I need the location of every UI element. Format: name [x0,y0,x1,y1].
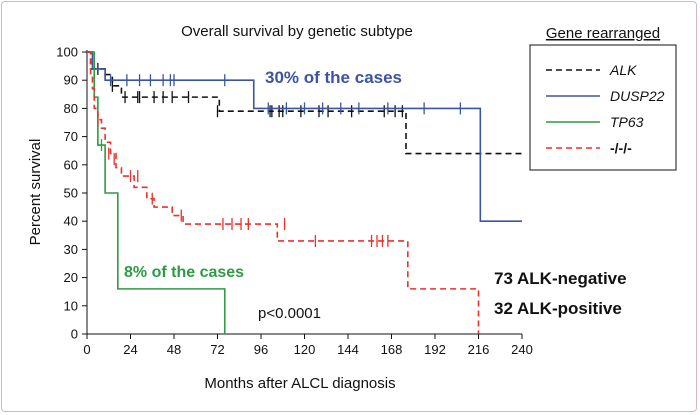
legend: Gene rearranged ALK DUSP22 TP63 -/-/- [529,25,677,171]
y-tick-label: 50 [64,186,78,201]
x-tick-label: 24 [123,342,137,357]
y-tick-label: 60 [64,157,78,172]
legend-title: Gene rearranged [546,25,660,42]
legend-label: -/-/- [610,140,632,156]
x-tick-label: 168 [381,342,403,357]
survival-curve [87,51,226,334]
x-axis-title: Months after ALCL diagnosis [204,375,395,392]
x-tick-label: 48 [167,342,181,357]
y-tick-label: 100 [56,45,78,60]
legend-box [529,44,677,171]
dusp22-share-annotation: 30% of the cases [265,68,402,87]
x-tick-label: 96 [254,342,268,357]
x-tick-label: 0 [83,342,90,357]
series-tp63 [87,51,226,334]
x-tick-label: 72 [210,342,224,357]
y-tick-label: 10 [64,298,78,313]
x-tick-label: 216 [468,342,490,357]
p-value-annotation: p<0.0001 [258,305,321,322]
legend-items: ALK DUSP22 TP63 -/-/- [546,62,665,156]
tp63-share-annotation: 8% of the cases [124,264,244,281]
y-tick-label: 30 [64,242,78,257]
legend-label: TP63 [610,114,644,130]
alk-positive-annotation: 32 ALK-positive [494,299,622,318]
y-tick-label: 0 [71,327,78,342]
x-tick-label: 144 [337,342,359,357]
legend-label: ALK [609,62,637,78]
survival-curve [87,51,522,222]
x-tick-label: 120 [294,342,316,357]
y-tick-label: 40 [64,214,78,229]
y-tick-label: 20 [64,270,78,285]
chart-title: Overall survival by genetic subtype [181,23,413,40]
y-tick-label: 70 [64,129,78,144]
x-tick-label: 192 [424,342,446,357]
series-none [87,51,480,334]
y-tick-label: 80 [64,101,78,116]
x-tick-label: 240 [511,342,533,357]
y-tick-label: 90 [64,73,78,88]
legend-label: DUSP22 [610,88,665,104]
series-dusp22 [87,51,522,222]
survival-curve [87,51,480,334]
y-axis-title: Percent survival [27,139,44,246]
alk-negative-annotation: 73 ALK-negative [494,269,627,288]
plot-area: 0 24 48 72 96 120 144 168 192 216 240 0 10 20 30 40 50 60… [56,45,533,358]
series-layer [87,51,522,334]
